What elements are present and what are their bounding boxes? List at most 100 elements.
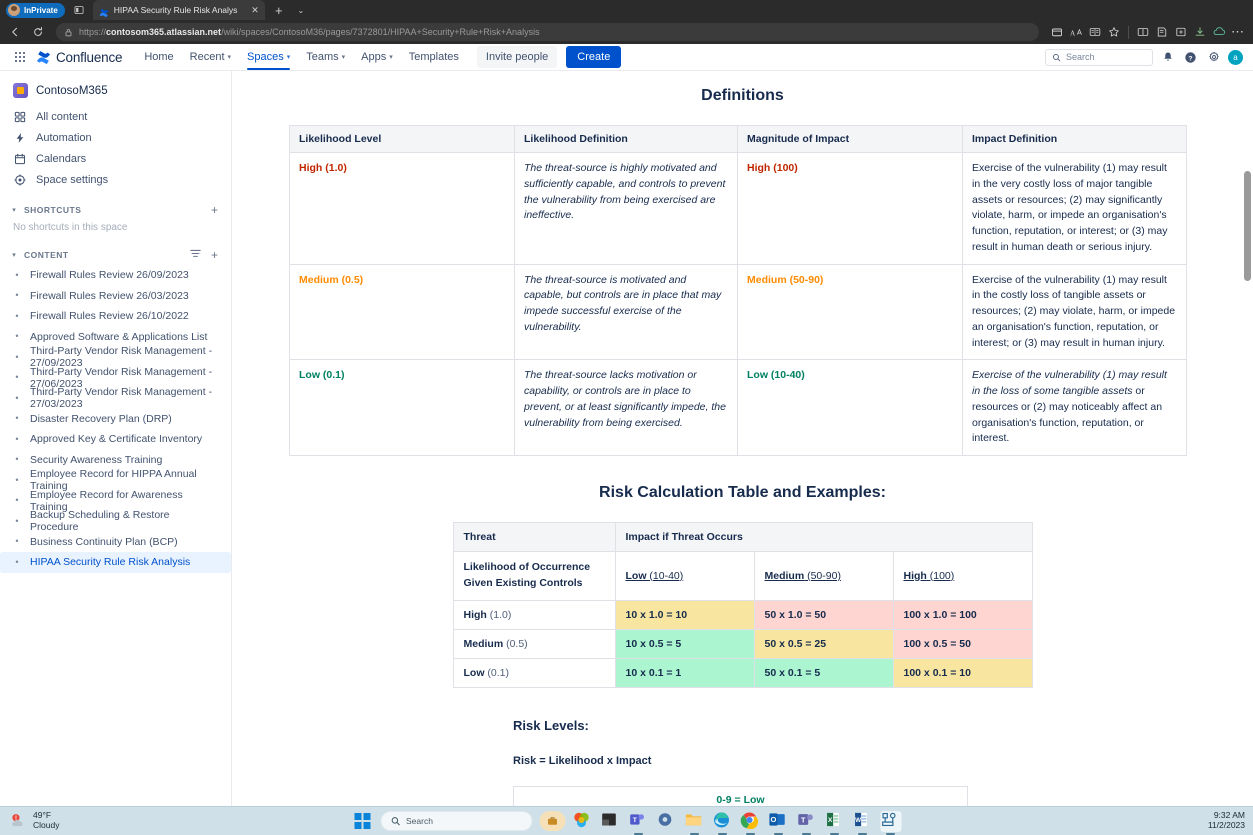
list-item[interactable]: • Approved Key & Certificate Inventory	[0, 429, 231, 450]
list-item[interactable]: • Firewall Rules Review 26/03/2023	[0, 286, 231, 307]
help-icon[interactable]: ?	[1182, 49, 1199, 66]
invite-people-button[interactable]: Invite people	[476, 46, 558, 68]
nav-item-label: Teams	[306, 51, 339, 63]
list-item[interactable]: • Security Awareness Training	[0, 450, 231, 471]
list-item[interactable]: • Disaster Recovery Plan (DRP)	[0, 409, 231, 430]
likelihood-definition-cell: The threat-source is motivated and capab…	[514, 263, 738, 361]
word-icon[interactable]: W	[852, 811, 873, 832]
visio-icon[interactable]	[880, 810, 901, 832]
column-header: Impact Definition	[962, 125, 1187, 153]
list-item[interactable]: • Business Continuity Plan (BCP)	[0, 532, 231, 553]
level-value: Medium (0.5)	[299, 273, 364, 286]
downloads-icon[interactable]	[1191, 23, 1209, 41]
confluence-logo[interactable]: Confluence	[36, 50, 123, 65]
immersive-reader-icon[interactable]	[1086, 23, 1104, 41]
sidebar-content-list: • Firewall Rules Review 26/09/2023 • Firewa…	[0, 265, 231, 573]
list-item[interactable]: • Approved Software & Applications List	[0, 327, 231, 348]
url-text: https://contosom365.atlassian.net/wiki/s…	[79, 27, 540, 37]
sidebar-item-all-content[interactable]: All content	[0, 106, 231, 127]
vertical-scrollbar[interactable]	[1242, 71, 1253, 835]
read-aloud-icon[interactable]: A	[1067, 23, 1085, 41]
filter-icon[interactable]	[187, 249, 204, 261]
address-bar[interactable]: https://contosom365.atlassian.net/wiki/s…	[56, 23, 1039, 41]
new-tab-icon[interactable]: +	[275, 2, 283, 18]
content-item-label: HIPAA Security Rule Risk Analysis	[30, 556, 191, 569]
likelihood-level-cell: Medium (0.5)	[289, 263, 515, 361]
settings-gear-icon[interactable]	[656, 811, 677, 832]
favorites-icon[interactable]	[1153, 23, 1171, 41]
star-icon[interactable]	[1105, 23, 1123, 41]
list-item[interactable]: • Third-Party Vendor Risk Management - 27…	[0, 366, 231, 390]
browser-tab[interactable]: HIPAA Security Rule Risk Analys ✕	[92, 0, 265, 20]
content-section-header[interactable]: ▾ CONTENT +	[0, 245, 231, 265]
gear-icon	[13, 173, 26, 186]
create-button[interactable]: Create	[566, 46, 622, 68]
teams-classic-icon[interactable]: T	[796, 811, 817, 832]
start-button[interactable]	[352, 811, 373, 832]
settings-gear-icon[interactable]	[1205, 49, 1222, 66]
sidebar-item-space-settings[interactable]: Space settings	[0, 169, 231, 190]
collections-icon[interactable]	[1172, 23, 1190, 41]
refresh-icon[interactable]	[29, 23, 47, 41]
vertical-scrollbar-thumb[interactable]	[1244, 171, 1251, 281]
excel-icon[interactable]: X	[824, 811, 845, 832]
nav-item-apps[interactable]: Apps ▾	[353, 44, 401, 70]
nav-item-templates[interactable]: Templates	[401, 44, 467, 70]
sidebar-item-automation[interactable]: Automation	[0, 127, 231, 148]
content-item-label: Third-Party Vendor Risk Management - 27/…	[30, 386, 213, 411]
briefcase-icon[interactable]	[539, 811, 565, 831]
nav-item-teams[interactable]: Teams ▾	[298, 44, 353, 70]
list-item[interactable]: • Firewall Rules Review 26/10/2022	[0, 306, 231, 327]
sidebar-item-calendars[interactable]: Calendars	[0, 148, 231, 169]
wallet-icon[interactable]	[1048, 23, 1066, 41]
list-item[interactable]: • Employee Record for HIPPA Annual Traini…	[0, 468, 231, 492]
nav-item-home[interactable]: Home	[136, 44, 181, 70]
app-switcher-grid-icon[interactable]	[10, 47, 30, 67]
add-content-icon[interactable]: +	[210, 248, 218, 262]
list-item[interactable]: • Third-Party Vendor Risk Management - 27…	[0, 386, 231, 411]
file-explorer-dark-icon[interactable]	[600, 811, 621, 832]
impact-column-header: Low (10-40)	[614, 551, 755, 601]
tab-actions-icon[interactable]	[71, 2, 87, 18]
content-item-label: Firewall Rules Review 26/10/2022	[30, 310, 189, 323]
edge-icon[interactable]	[712, 811, 733, 832]
notifications-bell-icon[interactable]	[1159, 49, 1176, 66]
all-content-icon	[13, 111, 26, 123]
split-screen-icon[interactable]	[1134, 23, 1152, 41]
risk-levels-heading: Risk Levels:	[513, 717, 589, 733]
folder-icon[interactable]	[684, 811, 705, 832]
more-options-icon[interactable]: ⋯	[1231, 24, 1245, 39]
chevron-down-icon[interactable]: ▾	[12, 207, 16, 214]
nav-item-spaces[interactable]: Spaces ▾	[239, 44, 298, 70]
space-header[interactable]: ContosoM365	[0, 79, 231, 106]
magnitude-cell: High (100)	[737, 152, 963, 265]
taskbar-clock[interactable]: 9:32 AM 11/2/2023	[1208, 810, 1245, 831]
taskbar-search-input[interactable]: Search	[380, 811, 532, 831]
list-item[interactable]: • HIPAA Security Rule Risk Analysis	[0, 552, 231, 573]
content-item-label: Third-Party Vendor Risk Management - 27/…	[30, 345, 213, 370]
search-input[interactable]: Search	[1045, 48, 1153, 66]
copilot-icon[interactable]	[1210, 23, 1228, 41]
list-item[interactable]: • Employee Record for Awareness Training	[0, 489, 231, 513]
copilot-icon[interactable]	[572, 811, 593, 832]
inprivate-indicator[interactable]: InPrivate	[6, 2, 65, 18]
user-avatar[interactable]: a	[1228, 49, 1243, 65]
impact-definition-cell: Exercise of the vulnerability (1) may re…	[962, 152, 1187, 265]
shortcuts-section-header[interactable]: ▾ SHORTCUTS +	[0, 200, 231, 220]
weather-widget[interactable]: ! 49°F Cloudy	[0, 810, 200, 831]
teams-icon[interactable]: T	[628, 811, 649, 832]
list-item[interactable]: • Backup Scheduling & Restore Procedure	[0, 509, 231, 533]
browser-chrome: InPrivate HIPAA Security Rule Risk Analy…	[0, 0, 1253, 44]
chrome-icon[interactable]	[740, 811, 761, 832]
nav-item-recent[interactable]: Recent ▾	[182, 44, 239, 70]
list-item[interactable]: • Third-Party Vendor Risk Management - 27…	[0, 345, 231, 370]
risk-calculation-table: Threat Impact if Threat Occurs Likelihood …	[452, 522, 1033, 688]
back-arrow-icon[interactable]	[6, 23, 24, 41]
chevron-down-icon[interactable]: ▾	[12, 252, 16, 259]
tab-list-chevron-down-icon[interactable]: ⌄	[297, 5, 305, 15]
add-shortcut-icon[interactable]: +	[210, 203, 218, 217]
likelihood-level-cell: Low (0.1)	[289, 359, 515, 456]
close-icon[interactable]: ✕	[251, 4, 259, 15]
outlook-icon[interactable]: O	[768, 811, 789, 832]
list-item[interactable]: • Firewall Rules Review 26/09/2023	[0, 265, 231, 286]
